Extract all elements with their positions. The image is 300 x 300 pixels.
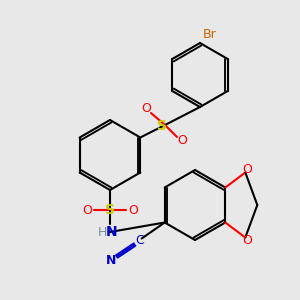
Text: N: N [106,254,116,267]
Text: O: O [141,103,151,116]
Text: O: O [82,203,92,217]
Text: O: O [242,234,252,247]
Text: N: N [106,225,118,239]
Text: Br: Br [203,28,217,41]
Text: C: C [135,234,144,247]
Text: H: H [97,226,107,238]
Text: O: O [242,163,252,176]
Text: O: O [128,203,138,217]
Text: S: S [105,203,115,217]
Text: O: O [177,134,187,148]
Text: S: S [157,119,167,133]
